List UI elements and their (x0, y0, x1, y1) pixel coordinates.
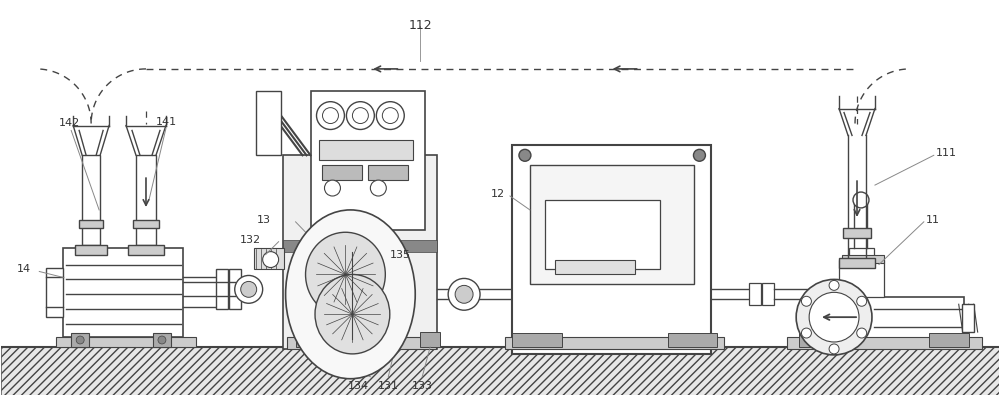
Circle shape (324, 180, 340, 196)
Circle shape (519, 149, 531, 161)
Bar (843, 228, 871, 238)
Text: 132: 132 (240, 235, 261, 245)
Bar (809, 297, 964, 339)
Circle shape (801, 328, 811, 338)
Circle shape (346, 102, 374, 129)
Circle shape (455, 286, 473, 303)
Circle shape (370, 180, 386, 196)
Circle shape (376, 102, 404, 129)
Bar (71, 333, 89, 347)
Bar (420, 332, 440, 347)
Circle shape (829, 280, 839, 290)
Circle shape (382, 108, 398, 124)
Text: 135: 135 (390, 249, 411, 260)
Text: 142: 142 (59, 118, 80, 128)
Bar (136, 155, 156, 245)
Circle shape (76, 336, 84, 344)
Bar (842, 255, 884, 263)
Circle shape (857, 328, 867, 338)
Bar (929, 333, 969, 347)
Bar (56, 337, 196, 347)
Bar (530, 165, 694, 284)
Bar (254, 248, 284, 270)
Bar (319, 141, 413, 160)
Bar (839, 257, 875, 268)
Text: 112: 112 (408, 19, 432, 32)
Text: 111: 111 (936, 148, 957, 158)
Bar (762, 284, 774, 305)
Text: 141: 141 (156, 116, 177, 126)
Bar (849, 248, 874, 263)
Bar (296, 332, 316, 347)
Bar (512, 333, 562, 347)
Bar (962, 304, 974, 332)
Circle shape (241, 282, 257, 297)
Circle shape (448, 278, 480, 310)
Bar (256, 91, 281, 155)
Bar (368, 165, 408, 180)
Bar (283, 155, 437, 349)
Bar (216, 270, 228, 309)
Bar (380, 332, 400, 347)
Circle shape (317, 102, 344, 129)
Bar (505, 337, 724, 349)
Bar (668, 333, 717, 347)
Bar (63, 248, 183, 337)
Bar (799, 333, 839, 347)
Bar (82, 155, 100, 245)
Text: 12: 12 (491, 189, 505, 199)
Bar (311, 91, 425, 230)
Ellipse shape (315, 274, 390, 354)
Circle shape (796, 280, 872, 355)
Bar (749, 284, 761, 305)
Bar (79, 220, 103, 228)
Text: 13: 13 (257, 215, 271, 225)
Circle shape (158, 336, 166, 344)
Bar (133, 220, 159, 228)
Circle shape (352, 108, 368, 124)
Bar (322, 165, 362, 180)
Circle shape (235, 276, 263, 303)
Bar (555, 259, 635, 274)
Bar (75, 245, 107, 255)
Bar (839, 259, 884, 297)
Bar (545, 200, 660, 270)
Bar (46, 268, 63, 317)
Circle shape (809, 292, 859, 342)
Bar (128, 245, 164, 255)
Bar (283, 240, 437, 251)
Circle shape (829, 344, 839, 354)
Bar (153, 333, 171, 347)
Text: 131: 131 (378, 381, 399, 391)
Text: 133: 133 (412, 381, 433, 391)
Bar (287, 337, 436, 349)
Bar (229, 270, 241, 309)
Ellipse shape (306, 232, 385, 317)
Bar (512, 145, 711, 354)
Text: 11: 11 (926, 215, 940, 225)
Circle shape (857, 296, 867, 306)
Circle shape (801, 296, 811, 306)
Bar (787, 337, 982, 349)
Circle shape (693, 149, 705, 161)
Text: 134: 134 (348, 381, 369, 391)
Bar (1, 347, 999, 394)
Text: 14: 14 (16, 265, 30, 274)
Circle shape (853, 192, 869, 208)
Circle shape (322, 108, 338, 124)
Ellipse shape (286, 210, 415, 379)
Circle shape (263, 251, 279, 268)
